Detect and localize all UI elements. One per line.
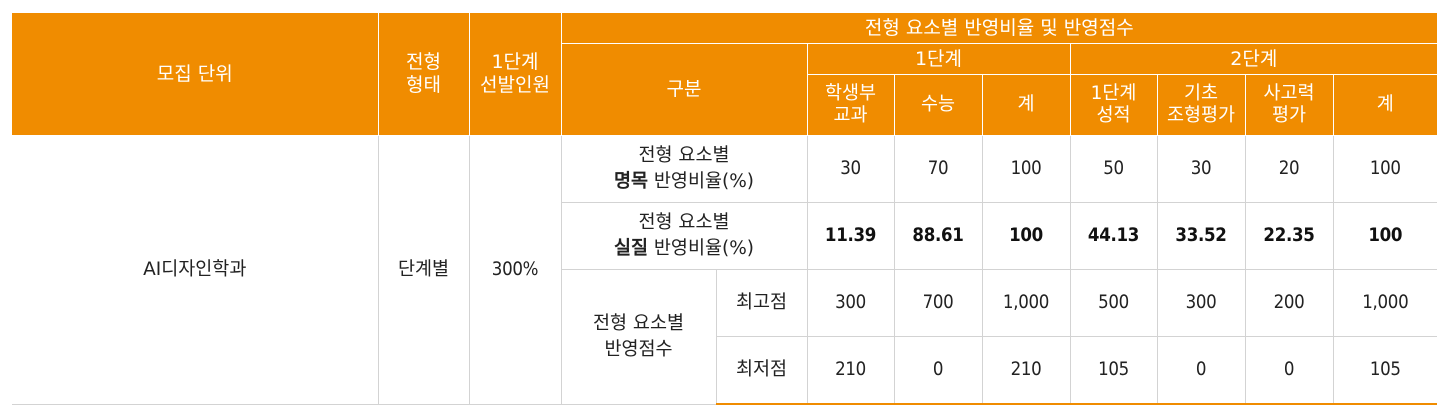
value-cell: 300 [806,269,895,337]
label-rest: 반영비율(%) [648,238,755,259]
value-cell: 0 [1156,336,1246,405]
value-cell: 11.39 [806,202,895,270]
value-cell: 100 [981,202,1071,270]
header-stage1: 1단계 [806,43,1071,75]
table-row: 전형 요소별 실질 반영비율(%) 11.39 88.61 100 44.13 … [12,202,1438,270]
max-score-label: 최고점 [715,269,808,337]
label-line: 전형 요소별 [638,212,730,234]
header-stage2-col: 사고력 평가 [1244,74,1334,136]
value-cell: 200 [1244,269,1334,337]
value-cell: 0 [893,336,983,405]
header-stage1-col: 수능 [893,74,983,136]
value-cell: 210 [806,336,895,405]
label-rest: 반영비율(%) [648,171,755,192]
value-cell: 88.61 [893,202,983,270]
header-stage2: 2단계 [1069,43,1438,75]
value-cell: 500 [1069,269,1158,337]
value-cell: 44.13 [1069,202,1158,270]
value-cell: 30 [1156,135,1246,203]
header-stage1-col: 학생부 교과 [806,74,895,136]
header-type: 전형 형태 [377,12,470,136]
header-unit: 모집 단위 [12,12,379,136]
value-cell: 105 [1332,336,1438,405]
admission-table: 모집 단위 전형 형태 1단계 선발인원 전형 요소별 반영비율 및 반영점수 … [12,12,1438,405]
value-cell: 210 [981,336,1071,405]
value-cell: 20 [1244,135,1334,203]
table-row: 전형 요소별 반영점수 최고점 300 700 1,000 500 300 20… [12,269,1438,405]
header-stage1-col: 계 [981,74,1071,136]
header-category: 구분 [560,43,808,136]
header-stage2-col: 기초 조형평가 [1156,74,1246,136]
label-line: 전형 요소별 [638,145,730,167]
min-score-label: 최저점 [715,336,808,405]
value-cell: 100 [1332,135,1438,203]
label-line: 반영점수 [604,338,673,360]
value-cell: 70 [893,135,983,203]
nominal-ratio-label: 전형 요소별 명목 반영비율(%) [560,135,808,203]
value-cell: 100 [981,135,1071,203]
value-cell: 33.52 [1156,202,1246,270]
value-cell: 300 [1156,269,1246,337]
value-cell: 30 [806,135,895,203]
admission-table-container: 모집 단위 전형 형태 1단계 선발인원 전형 요소별 반영비율 및 반영점수 … [12,12,1438,405]
value-cell: 1,000 [1332,269,1438,337]
label-emphasis: 명목 [613,171,649,192]
value-cell: 0 [1244,336,1334,405]
header-stage2-col: 1단계 성적 [1069,74,1158,136]
value-cell: 1,000 [981,269,1071,337]
unit-cell: AI디자인학과 [12,135,379,405]
value-cell: 22.35 [1244,202,1334,270]
actual-ratio-label: 전형 요소별 실질 반영비율(%) [560,202,808,270]
label-emphasis: 실질 [613,238,649,259]
value-cell: 50 [1069,135,1158,203]
value-cell: 100 [1332,202,1438,270]
header-group-title: 전형 요소별 반영비율 및 반영점수 [560,12,1438,44]
value-cell: 700 [893,269,983,337]
header-stage1-selection: 1단계 선발인원 [468,12,562,136]
table-row: 최저점 210 0 210 105 0 0 105 [12,336,1438,405]
selection-cell: 300% [468,135,562,405]
label-line: 전형 요소별 [593,312,684,334]
header-stage2-col: 계 [1332,74,1438,136]
score-label: 전형 요소별 반영점수 [560,269,717,405]
type-cell: 단계별 [377,135,470,405]
value-cell: 105 [1069,336,1158,405]
table-row: AI디자인학과 단계별 300% 전형 요소별 명목 반영비율(%) 30 70… [12,135,1438,405]
